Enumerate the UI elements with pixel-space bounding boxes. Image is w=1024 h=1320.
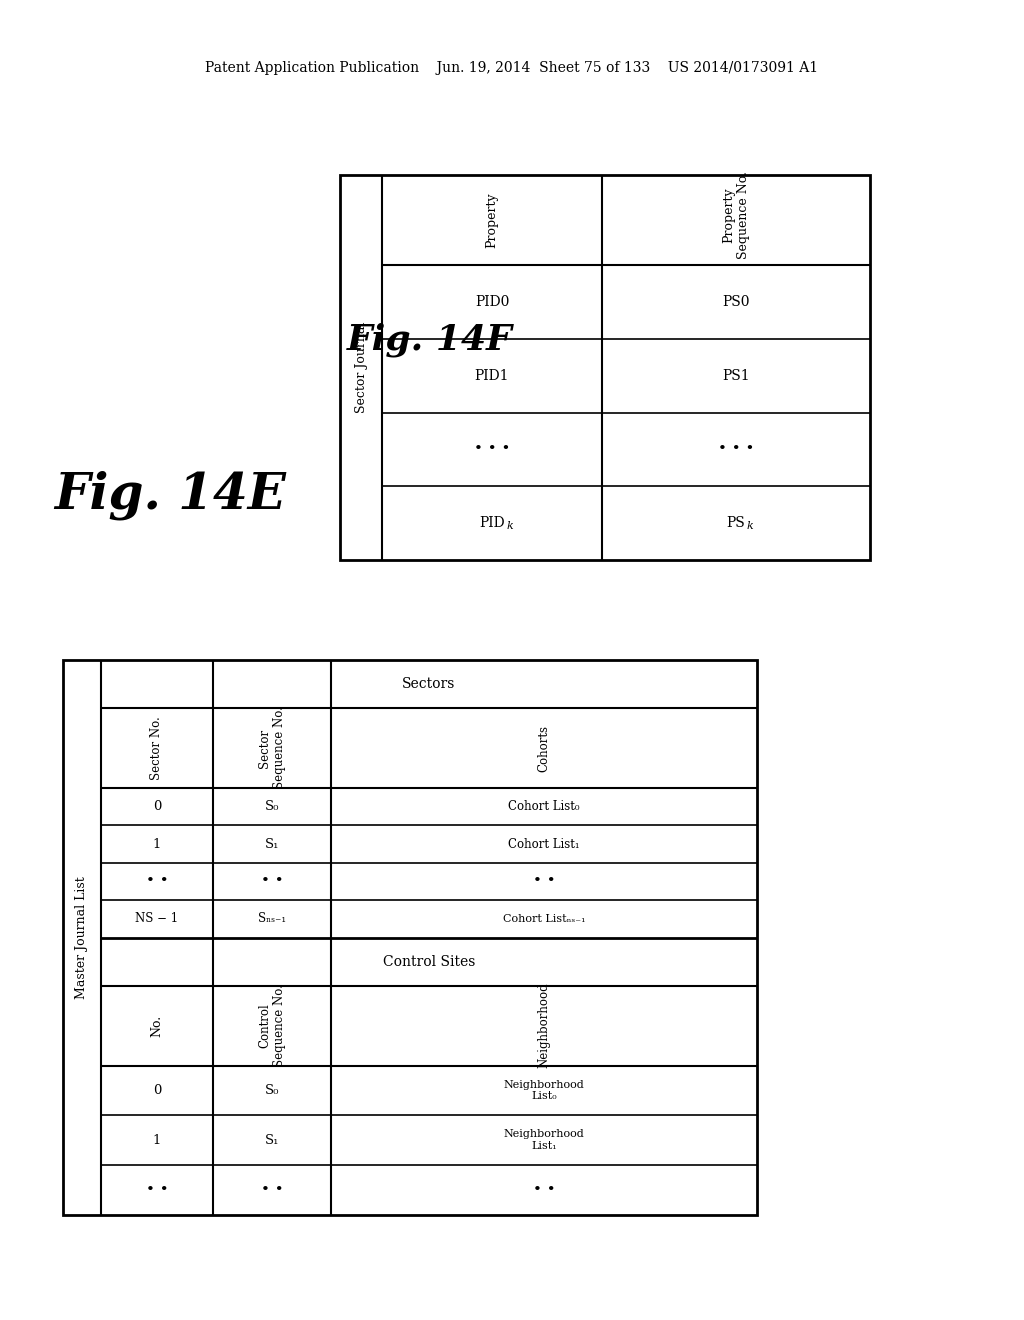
Text: • • •: • • • [718,442,755,457]
Bar [63,660,757,1214]
Bar [340,176,870,560]
Text: PS1: PS1 [722,368,750,383]
Text: Sector No.: Sector No. [151,717,164,780]
Text: PID0: PID0 [475,294,509,309]
Text: k: k [746,521,754,531]
Text: S₀: S₀ [265,1084,280,1097]
Text: No.: No. [151,1015,164,1036]
Text: PID1: PID1 [475,368,509,383]
Text: Cohort Listₙₛ₋₁: Cohort Listₙₛ₋₁ [503,913,586,924]
Text: • • •: • • • [474,442,510,457]
Text: PS0: PS0 [722,294,750,309]
Text: • •: • • [145,1183,168,1197]
Text: • •: • • [261,874,284,888]
Text: Control Sites: Control Sites [383,954,475,969]
Text: NS − 1: NS − 1 [135,912,178,925]
Text: PID: PID [479,516,505,531]
Text: Cohort List₀: Cohort List₀ [508,800,580,813]
Text: • •: • • [145,874,168,888]
Text: Neighborhood: Neighborhood [538,982,551,1068]
Text: • •: • • [532,874,555,888]
Text: Master Journal List: Master Journal List [76,876,88,999]
Text: Property
Sequence No.: Property Sequence No. [722,172,750,259]
Text: Patent Application Publication    Jun. 19, 2014  Sheet 75 of 133    US 2014/0173: Patent Application Publication Jun. 19, … [206,61,818,75]
Text: 1: 1 [153,838,161,850]
Text: Neighborhood
List₁: Neighborhood List₁ [504,1130,585,1151]
Text: • •: • • [532,1183,555,1197]
Text: Sectors: Sectors [402,677,456,690]
Text: Sector
Sequence No.: Sector Sequence No. [258,706,286,789]
Text: 1: 1 [153,1134,161,1147]
Text: • •: • • [261,1183,284,1197]
Text: Neighborhood
List₀: Neighborhood List₀ [504,1080,585,1101]
Text: 0: 0 [153,800,161,813]
Text: Sector Journal: Sector Journal [354,322,368,413]
Text: Fig. 14F: Fig. 14F [347,323,513,358]
Text: Fig. 14E: Fig. 14E [54,470,286,520]
Text: Control
Sequence No.: Control Sequence No. [258,985,286,1067]
Text: Cohort List₁: Cohort List₁ [508,838,580,850]
Text: S₀: S₀ [265,800,280,813]
Text: S₁: S₁ [265,1134,280,1147]
Text: S₁: S₁ [265,838,280,850]
Text: 0: 0 [153,1084,161,1097]
Text: Sₙₛ₋₁: Sₙₛ₋₁ [258,912,286,925]
Text: PS: PS [727,516,745,531]
Text: k: k [507,521,513,531]
Text: Cohorts: Cohorts [538,725,551,771]
Text: Property: Property [485,193,499,248]
